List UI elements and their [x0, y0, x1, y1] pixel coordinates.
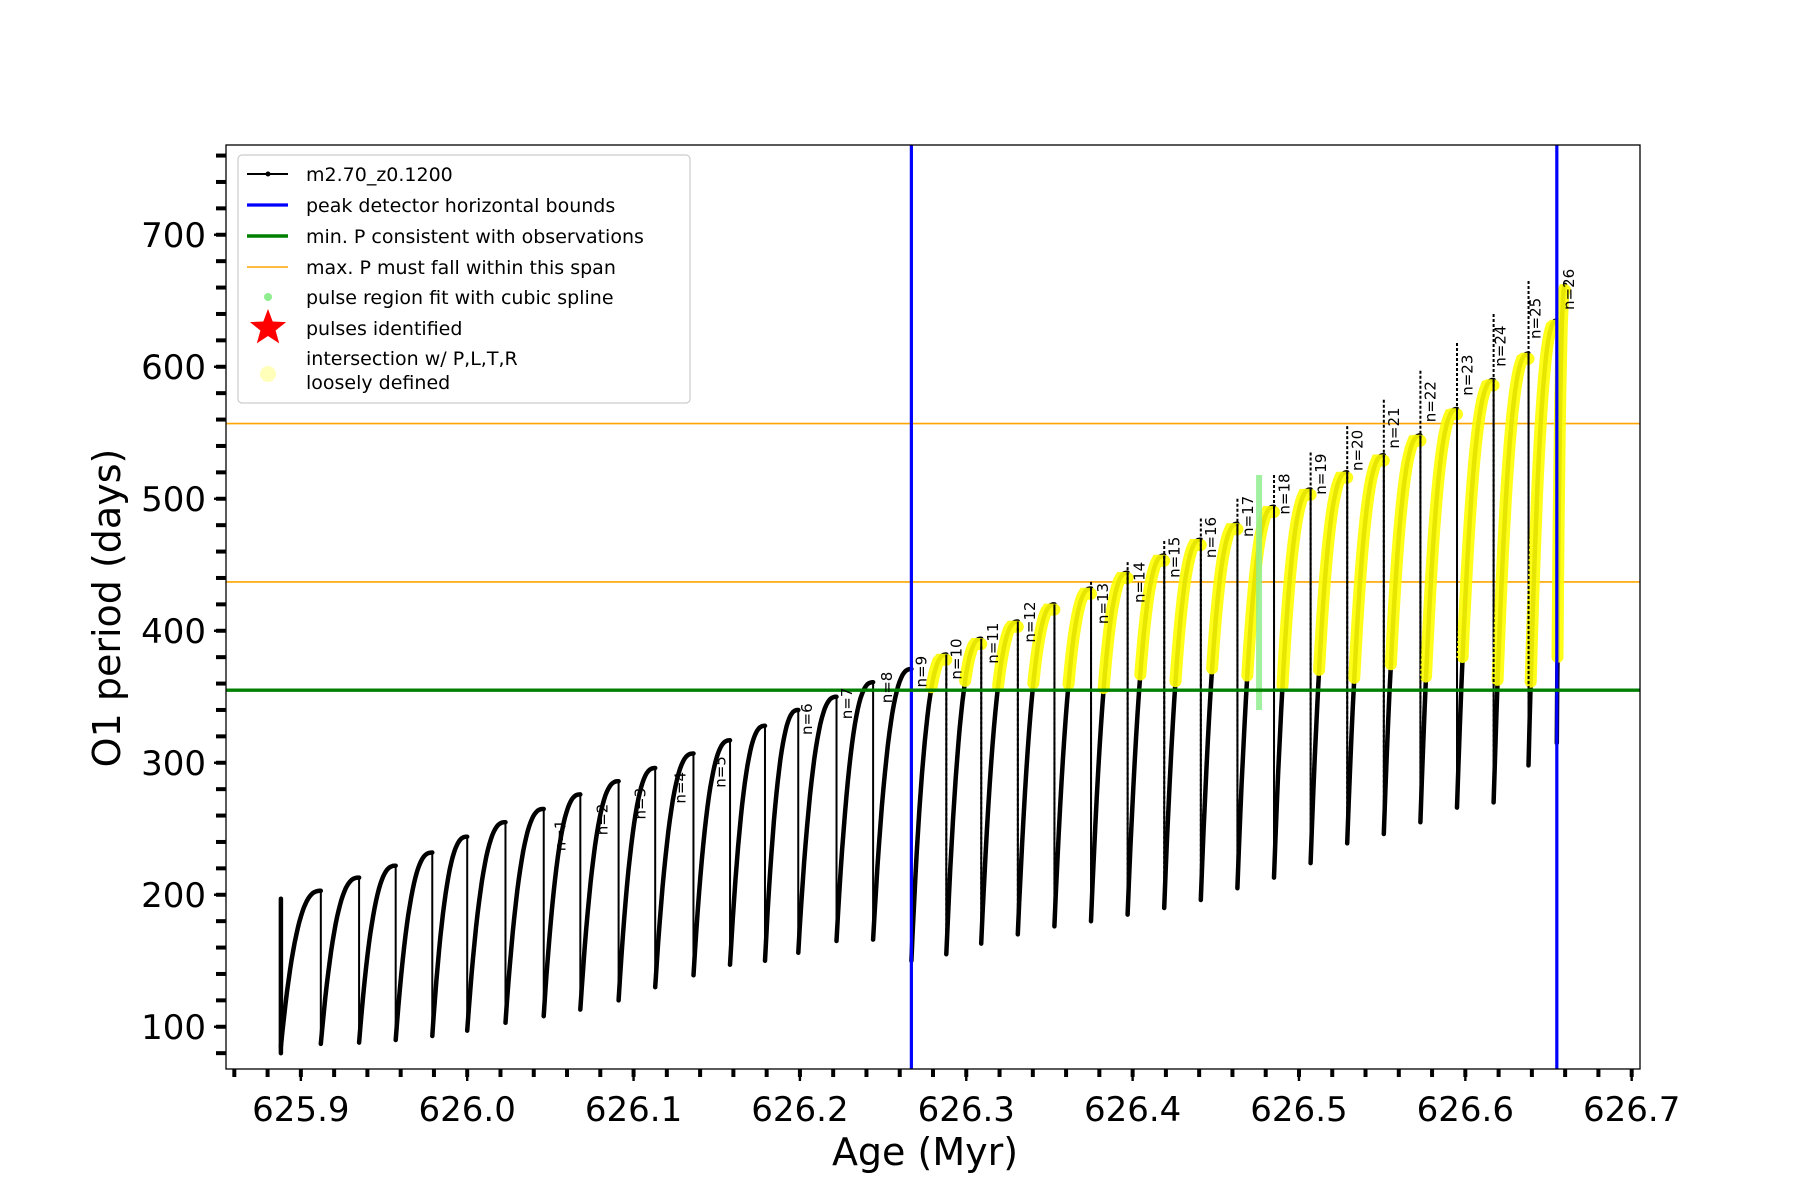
x-tick-label: 626.7	[1583, 1090, 1680, 1130]
intersection-region	[1456, 379, 1500, 663]
legend-marker-pulses	[249, 309, 287, 344]
x-tick-label: 626.6	[1417, 1090, 1514, 1130]
intersection-region	[1134, 554, 1171, 681]
cycle-branch	[870, 666, 914, 942]
pulse-label: n=22	[1422, 381, 1440, 422]
x-tick-label: 626.5	[1250, 1090, 1347, 1130]
legend-label: peak detector horizontal bounds	[306, 195, 615, 217]
y-tick-label: 200	[141, 876, 206, 916]
pulse-label: n=18	[1275, 473, 1293, 514]
x-tick-label: 626.0	[419, 1090, 516, 1130]
intersection-region	[1348, 454, 1390, 684]
pulse-label: n=6	[798, 703, 816, 735]
pulse-label: n=5	[711, 756, 729, 788]
cycle-branch	[393, 850, 435, 1043]
intersection-region	[1276, 488, 1317, 692]
pulse-label: n=1	[552, 820, 570, 852]
intersection-region	[1551, 284, 1572, 663]
cycle-branch	[727, 723, 768, 967]
cycle-branch	[691, 738, 733, 978]
legend-marker-spline	[264, 293, 272, 301]
cycle-branch	[503, 806, 546, 1026]
pulse-label: n=9	[913, 656, 931, 688]
legend-label: intersection w/ P,L,T,R	[306, 348, 518, 370]
x-axis-label: Age (Myr)	[832, 1130, 1018, 1174]
cycle-branch	[278, 888, 324, 1049]
y-tick-label: 100	[141, 1008, 206, 1048]
intersection-region	[1097, 572, 1134, 695]
pulse-label: n=15	[1166, 537, 1184, 578]
x-tick-label: 626.3	[918, 1090, 1015, 1130]
pulse-label: n=21	[1385, 407, 1403, 448]
x-tick-label: 626.2	[751, 1090, 848, 1130]
intersection-region	[1384, 434, 1427, 671]
legend-label: pulses identified	[306, 318, 462, 340]
axes-layer: 625.9 626.0 626.1 626.2 626.3 626.4 626.5 626.6…	[141, 153, 1680, 1130]
intersection-region	[1313, 471, 1354, 676]
cycle-branch	[464, 819, 508, 1033]
x-tick-label: 626.1	[585, 1090, 682, 1130]
pulse-label: n=24	[1492, 326, 1510, 367]
pulse-label: n=10	[948, 638, 966, 679]
pulse-label: n=14	[1131, 562, 1149, 603]
cycle-branch	[834, 679, 876, 944]
y-tick-label: 400	[141, 612, 206, 652]
cycle-branch	[356, 863, 398, 1045]
y-axis-label: O1 period (days)	[85, 449, 129, 768]
cycle-branch	[541, 792, 583, 1019]
cycle-branch	[578, 778, 621, 1012]
pulse-label: n=23	[1458, 355, 1476, 396]
x-tick-label: 626.4	[1084, 1090, 1181, 1130]
pulse-label: n=2	[593, 804, 611, 836]
legend-marker-intersection	[260, 366, 276, 382]
pulse-label: n=13	[1094, 583, 1112, 624]
cycle-branch	[318, 875, 362, 1047]
y-tick-label: 300	[141, 744, 206, 784]
legend-label: max. P must fall within this span	[306, 257, 616, 279]
pulse-label: n=17	[1239, 496, 1257, 537]
intersection-region	[959, 638, 988, 687]
pulse-label: n=16	[1202, 517, 1220, 558]
y-tick-label: 500	[141, 480, 206, 520]
intersection-region	[992, 620, 1024, 692]
pulse-label: n=4	[672, 772, 690, 804]
legend-label: min. P consistent with observations	[306, 226, 644, 248]
pulse-label: n=11	[984, 623, 1002, 664]
pulse-label: n=20	[1349, 430, 1367, 471]
legend-label: m2.70_z0.1200	[306, 164, 453, 186]
pulse-labels: n=1 n=2 n=3 n=4 n=5 n=6 n=7 n=8 n=9 n=10 n=11 n=12 n…	[552, 269, 1578, 851]
cycle-branch	[430, 834, 470, 1039]
cycle-branch	[796, 694, 839, 956]
intersection-region	[1491, 352, 1535, 686]
cycle-branch	[616, 765, 658, 1003]
intersection-region	[1420, 408, 1463, 683]
y-tick-label: 700	[141, 216, 206, 256]
pulse-label: n=7	[838, 688, 856, 720]
legend-frame	[237, 154, 691, 404]
intersection-region	[1027, 603, 1061, 690]
pulse-label: n=3	[632, 788, 650, 820]
cycle-branch	[762, 707, 801, 964]
intersection-region	[925, 653, 953, 694]
legend-label: pulse region fit with cubic spline	[306, 287, 614, 309]
y-tick-label: 600	[141, 348, 206, 388]
pulse-label: n=12	[1021, 601, 1039, 642]
pulse-label: n=26	[1560, 269, 1578, 310]
pulse-label: n=19	[1312, 454, 1330, 495]
x-tick-label: 625.9	[252, 1090, 349, 1130]
cycle-branch	[652, 751, 696, 990]
legend-marker-series-dot	[265, 171, 271, 177]
pulse-label: n=25	[1527, 298, 1545, 339]
intersection-region	[1206, 523, 1244, 675]
data-layer	[226, 145, 1640, 1069]
pulse-label: n=8	[878, 672, 896, 704]
intersection-region	[1062, 587, 1097, 691]
intersection-region	[1524, 319, 1563, 688]
legend-label-2: loosely defined	[306, 372, 450, 394]
intersection-region	[1169, 539, 1207, 688]
